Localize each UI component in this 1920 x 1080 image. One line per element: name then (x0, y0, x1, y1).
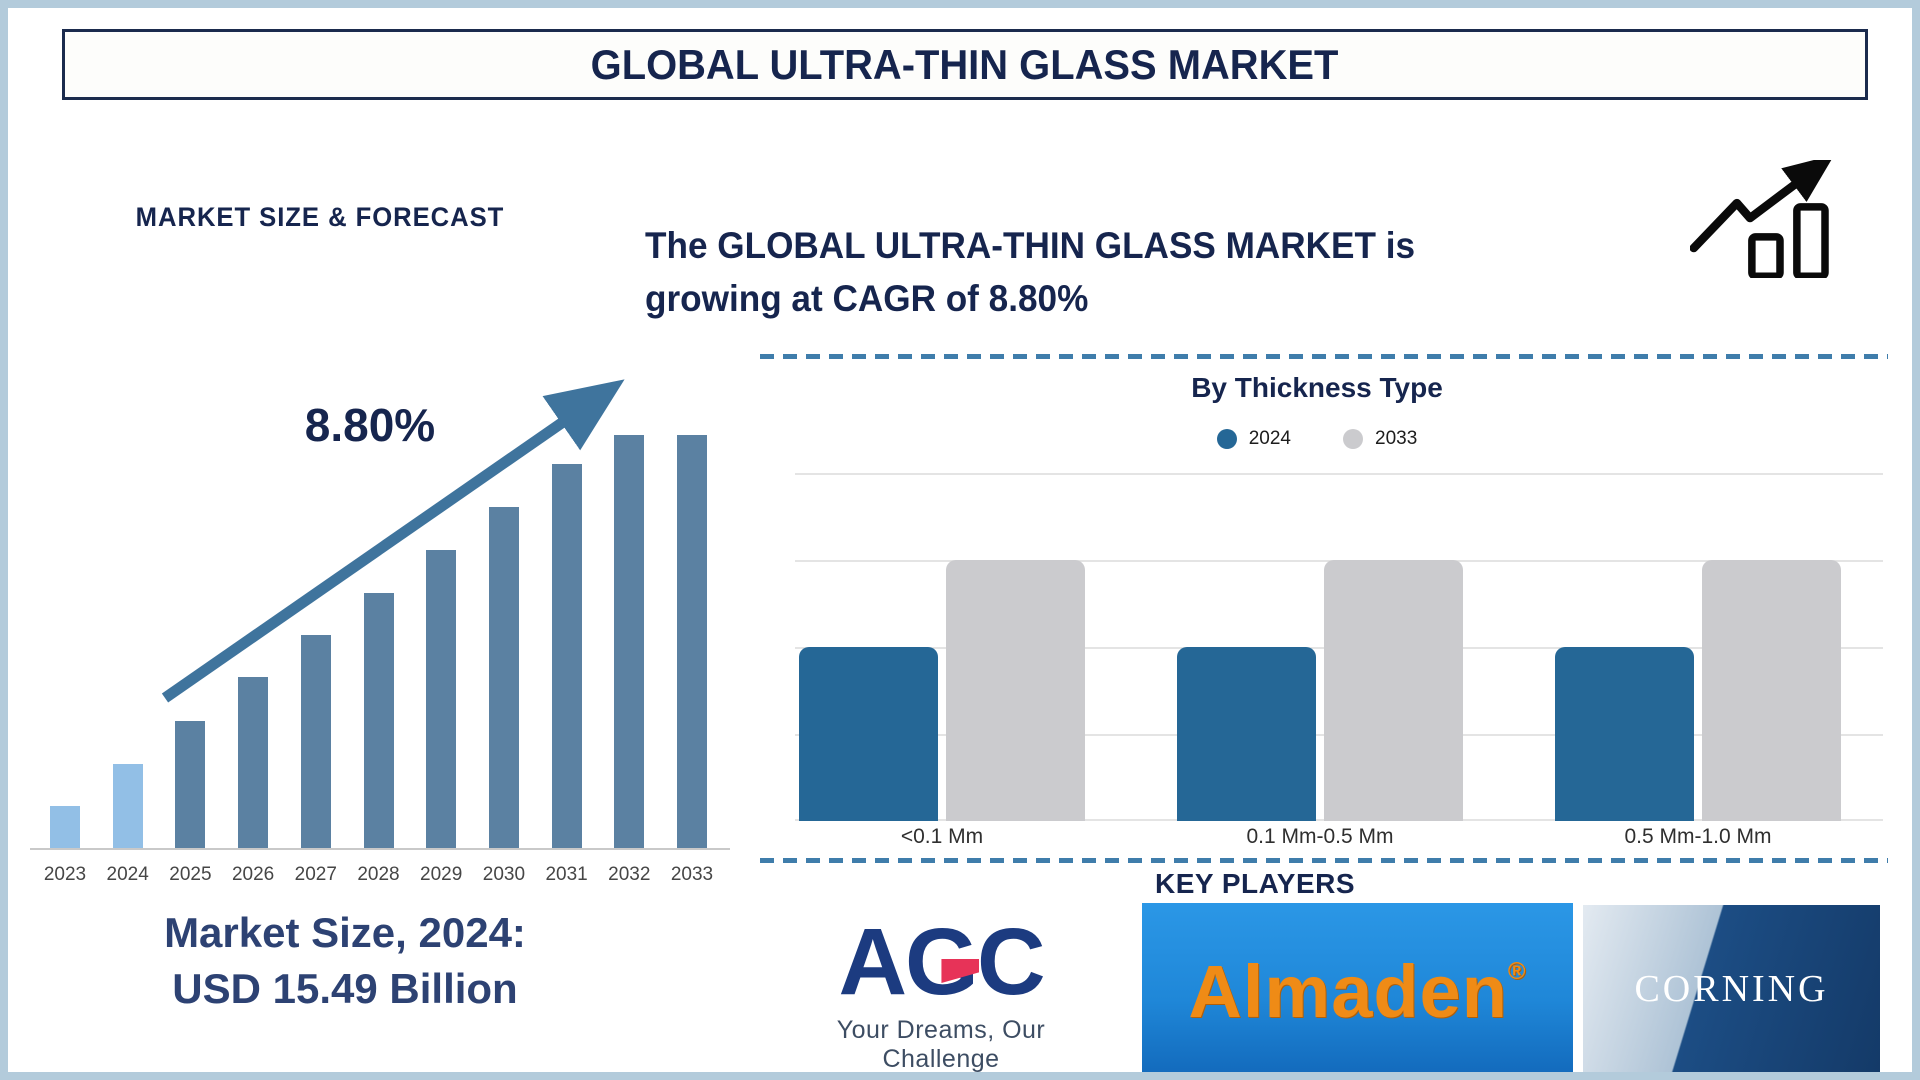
thickness-bar-2033 (1702, 560, 1841, 821)
forecast-bar-2028 (363, 593, 394, 848)
thickness-bar-2024 (1555, 647, 1694, 821)
market-size-callout: Market Size, 2024: USD 15.49 Billion (60, 905, 630, 1017)
key-players-heading: KEY PLAYERS (1155, 868, 1356, 899)
forecast-bar-2029 (426, 550, 457, 848)
almaden-logo: Almaden® (1142, 903, 1573, 1072)
agc-wordmark: AGC (838, 915, 1045, 1010)
corning-logo: CORNING (1583, 905, 1880, 1072)
forecast-year-label: 2033 (670, 864, 714, 885)
forecast-year-label: 2031 (545, 864, 588, 885)
legend-item-2033: 2033 (1343, 428, 1417, 450)
forecast-bar-2026 (238, 677, 269, 848)
thickness-grouped-bar-chart (795, 473, 1883, 821)
forecast-bar-2027 (300, 635, 331, 848)
forecast-bar-2030 (488, 507, 519, 848)
forecast-bar-2023 (50, 806, 80, 848)
legend-dot-icon (1343, 429, 1363, 449)
forecast-year-label: 2024 (106, 864, 149, 885)
dashed-divider-top (760, 354, 1888, 359)
market-size-line2: USD 15.49 Billion (172, 964, 518, 1012)
growth-statement-line1: The GLOBAL ULTRA-THIN GLASS MARKET is (645, 225, 1416, 266)
thickness-category-label: 0.1 Mm-0.5 Mm (1246, 825, 1394, 848)
almaden-registered-mark: ® (1507, 958, 1527, 985)
thickness-chart-legend: 2024 2033 (1067, 428, 1567, 450)
thickness-bar-2024 (1177, 647, 1316, 821)
thickness-bar-2033 (1324, 560, 1463, 821)
legend-item-2024: 2024 (1216, 428, 1291, 450)
agc-tagline: Your Dreams, Our Challenge (836, 1016, 1046, 1073)
market-size-line1: Market Size, 2024: (164, 909, 526, 956)
thickness-bar-2033 (946, 560, 1085, 821)
growth-trend-arrow-icon (161, 379, 625, 703)
forecast-year-label: 2026 (231, 864, 275, 885)
forecast-bar-2025 (175, 721, 206, 848)
page-title: GLOBAL ULTRA-THIN GLASS MARKET (591, 40, 1339, 88)
forecast-year-label: 2025 (169, 864, 212, 885)
gridline (795, 473, 1883, 475)
thickness-category-axis: <0.1 Mm 0.1 Mm-0.5 Mm 0.5 Mm-1.0 Mm (795, 825, 1883, 851)
market-forecast-chart (30, 430, 730, 850)
forecast-year-label: 2030 (482, 864, 526, 885)
market-forecast-year-axis: 2023 2024 2025 2026 2027 2028 2029 2030 2031 2032… (30, 864, 730, 890)
forecast-bar-2024 (112, 764, 143, 848)
thickness-bar-2024 (799, 647, 938, 821)
dashed-divider-bottom (760, 858, 1888, 863)
growth-statement: The GLOBAL ULTRA-THIN GLASS MARKET is gr… (645, 220, 1416, 325)
forecast-bar-2033 (677, 435, 707, 848)
forecast-section-heading: MARKET SIZE & FORECAST (135, 202, 505, 232)
almaden-wordmark: Almaden® (1188, 949, 1526, 1034)
forecast-bar-2031 (551, 464, 582, 848)
forecast-year-label: 2023 (43, 864, 87, 885)
thickness-chart-title: By Thickness Type (1191, 372, 1443, 403)
cagr-value-label: 8.80% (304, 399, 436, 451)
forecast-year-label: 2029 (420, 864, 463, 885)
agc-letters: AGC (838, 909, 1045, 1015)
forecast-year-label: 2028 (357, 864, 400, 885)
legend-dot-icon (1216, 429, 1237, 449)
forecast-year-label: 2027 (294, 864, 337, 885)
almaden-letters: Almaden (1188, 950, 1508, 1033)
growth-statement-line2: growing at CAGR of 8.80% (645, 277, 1089, 319)
rising-bar-chart-icon (1690, 160, 1835, 278)
title-box: GLOBAL ULTRA-THIN GLASS MARKET (62, 29, 1868, 100)
thickness-category-label: <0.1 Mm (900, 825, 984, 848)
corning-wordmark: CORNING (1634, 968, 1829, 1010)
forecast-year-label: 2032 (608, 864, 651, 885)
thickness-category-label: 0.5 Mm-1.0 Mm (1624, 825, 1772, 848)
forecast-bar-2032 (614, 435, 645, 848)
legend-label: 2033 (1375, 428, 1418, 449)
agc-logo: AGC Your Dreams, Our Challenge (777, 915, 1105, 1073)
legend-label: 2024 (1248, 428, 1291, 449)
